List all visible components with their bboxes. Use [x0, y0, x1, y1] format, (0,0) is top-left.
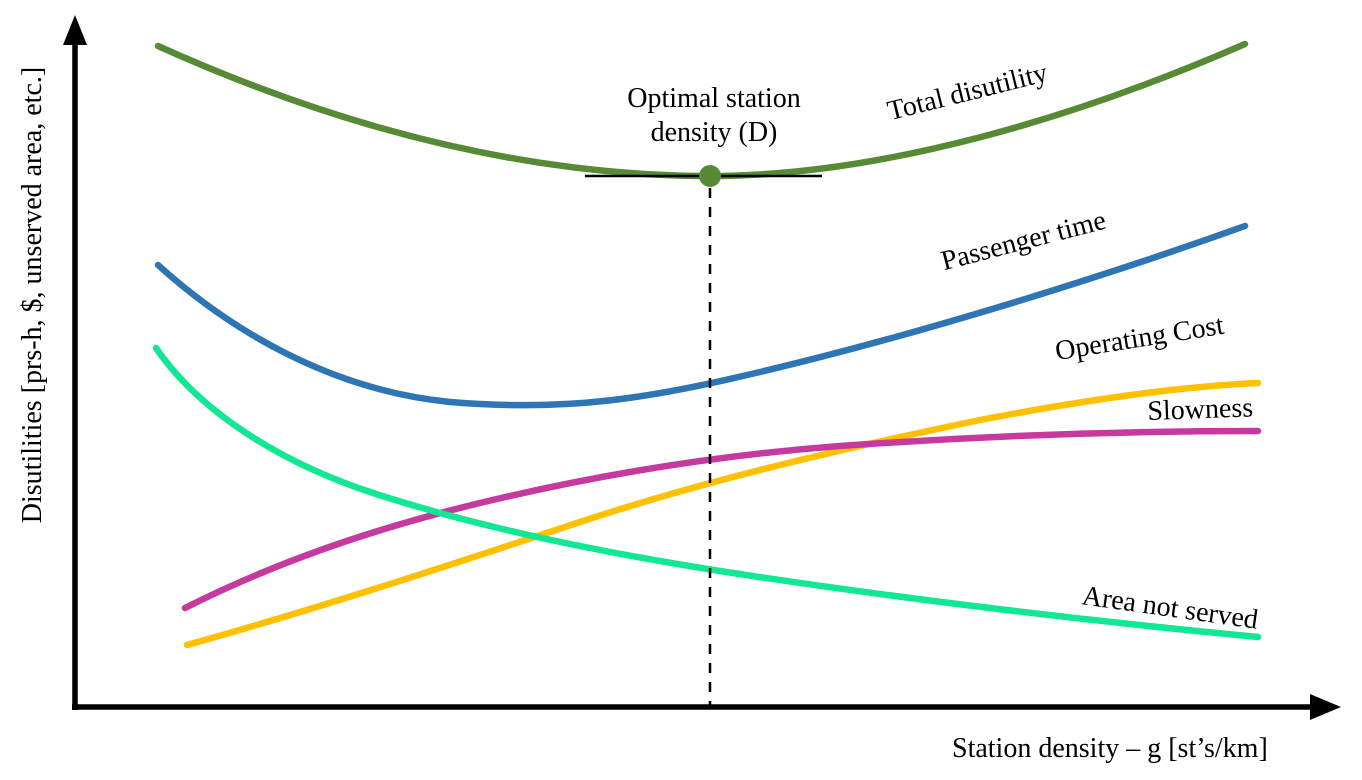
y-axis-label: Disutilities [prs-h, $, unserved area, e… — [17, 66, 48, 524]
x-axis-arrow-icon — [1310, 694, 1341, 720]
optimum-point-marker — [699, 165, 721, 187]
curve-operating-cost — [183, 379, 1262, 649]
curve-slowness — [181, 427, 1262, 612]
curve-area-not-served — [152, 344, 1262, 641]
curve-group — [152, 40, 1262, 649]
curve-label-slowness: Slowness — [1146, 392, 1254, 428]
x-axis-label: Station density – g [st’s/km] — [952, 733, 1268, 764]
y-axis-arrow-icon — [63, 15, 87, 45]
optimal-density-annotation: Optimal station density (D) — [627, 83, 801, 148]
curve-passenger-time — [154, 222, 1249, 409]
